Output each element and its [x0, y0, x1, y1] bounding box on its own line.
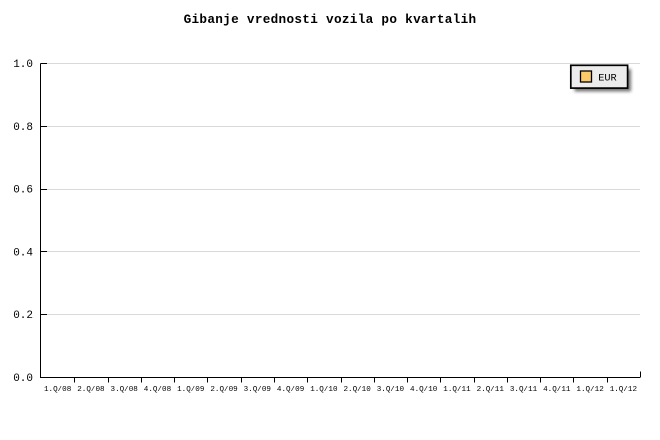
- svg-text:3.Q/09: 3.Q/09: [244, 386, 272, 394]
- svg-text:1.Q/12: 1.Q/12: [610, 386, 638, 394]
- svg-text:0.6: 0.6: [13, 185, 33, 197]
- svg-text:0.8: 0.8: [13, 122, 33, 134]
- svg-text:1.Q/08: 1.Q/08: [44, 386, 72, 394]
- svg-text:1.0: 1.0: [13, 59, 33, 71]
- svg-text:0.2: 0.2: [13, 310, 33, 322]
- svg-text:4.Q/11: 4.Q/11: [543, 386, 571, 394]
- svg-text:4.Q/09: 4.Q/09: [277, 386, 305, 394]
- svg-text:2.Q/09: 2.Q/09: [210, 386, 238, 394]
- svg-text:3.Q/08: 3.Q/08: [111, 386, 139, 394]
- svg-text:4.Q/10: 4.Q/10: [410, 386, 438, 394]
- svg-text:4.Q/08: 4.Q/08: [144, 386, 172, 394]
- svg-text:0.4: 0.4: [13, 247, 33, 259]
- svg-text:1.Q/12: 1.Q/12: [576, 386, 604, 394]
- svg-text:0.0: 0.0: [13, 373, 33, 385]
- svg-text:EUR: EUR: [598, 72, 617, 84]
- svg-text:2.Q/08: 2.Q/08: [77, 386, 105, 394]
- svg-text:2.Q/11: 2.Q/11: [477, 386, 505, 394]
- svg-text:1.Q/10: 1.Q/10: [310, 386, 338, 394]
- svg-text:3.Q/11: 3.Q/11: [510, 386, 538, 394]
- svg-text:3.Q/10: 3.Q/10: [377, 386, 405, 394]
- svg-text:1.Q/09: 1.Q/09: [177, 386, 205, 394]
- svg-text:2.Q/10: 2.Q/10: [343, 386, 371, 394]
- svg-text:1.Q/11: 1.Q/11: [443, 386, 471, 394]
